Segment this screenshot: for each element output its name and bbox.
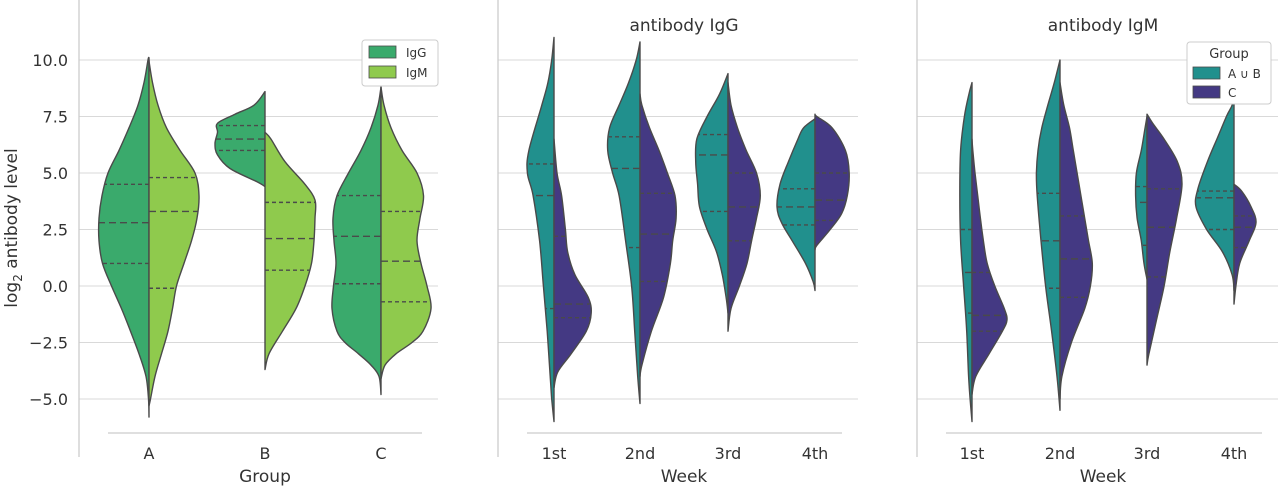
x-tick-label: 4th: [802, 444, 829, 463]
violin-igm-a: [148, 59, 200, 407]
x-tick-label: 4th: [1221, 444, 1248, 463]
violins: [97, 56, 432, 418]
legend-title: Group: [1209, 47, 1249, 62]
violin-c-3rd: [1146, 113, 1183, 366]
x-tick-label: 1st: [960, 444, 985, 463]
violin-a-b-2nd: [1035, 59, 1061, 411]
violin-a-b-1st: [526, 36, 555, 423]
violin-a-b-3rd: [694, 72, 729, 314]
legend-label-a-union-b: A ∪ B: [1228, 67, 1261, 81]
x-tick-label: B: [260, 444, 271, 463]
violin-c-2nd: [639, 93, 677, 378]
violin-c-4th: [1233, 183, 1257, 305]
x-tick-label: 1st: [542, 444, 567, 463]
y-tick-labels: −5.0 −2.5 0.0 2.5 5.0 7.5 10.0: [29, 51, 68, 409]
violin-c-1st: [971, 138, 1008, 396]
legend: IgG IgM: [361, 39, 439, 87]
violin-a-b-2nd: [606, 41, 641, 405]
x-tick-label: C: [375, 444, 386, 463]
x-tick-label: 2nd: [1045, 444, 1075, 463]
legend-swatch-igm: [368, 65, 397, 79]
violin-igg-a: [97, 56, 150, 418]
y-tick-label: 2.5: [43, 221, 68, 240]
x-tick-label: 2nd: [625, 444, 655, 463]
legend-label-c: C: [1228, 86, 1236, 100]
panel-title: antibody IgM: [1048, 16, 1159, 36]
panel-group: −5.0 −2.5 0.0 2.5 5.0 7.5 10.0 A B C Group log2 …: [2, 0, 439, 487]
violin-a-b-4th: [1194, 93, 1235, 292]
legend-swatch-igg: [368, 45, 397, 59]
y-axis-label-subscript: 2: [11, 274, 25, 282]
x-tick-label: 3rd: [1134, 444, 1161, 463]
panel-group: 1st 2nd 3rd 4th antibody IgM Week Group A ∪…: [916, 0, 1278, 487]
violin-igm-b: [264, 131, 317, 371]
legend-label-igg: IgG: [406, 46, 426, 60]
legend-swatch-a-union-b: [1192, 66, 1221, 80]
violin-a-b-4th: [776, 118, 816, 292]
panel-group: 1st 2nd 3rd 4th antibody IgG Week: [497, 0, 858, 487]
x-axis-label: Group: [239, 467, 291, 487]
violin-a-b-3rd: [1134, 115, 1148, 280]
y-tick-label: −5.0: [29, 390, 68, 409]
violins: [959, 59, 1257, 423]
violin-c-2nd: [1059, 81, 1094, 400]
violin-a-b-1st: [959, 81, 973, 423]
y-tick-label: −2.5: [29, 334, 68, 353]
legend-label-igm: IgM: [406, 66, 428, 80]
x-tick-labels: 1st 2nd 3rd 4th: [542, 444, 829, 463]
violin-igg-c: [331, 86, 382, 396]
y-tick-label: 0.0: [43, 277, 68, 296]
legend: Group A ∪ B C: [1186, 41, 1272, 105]
legend-swatch-c: [1192, 85, 1221, 99]
y-tick-label: 7.5: [43, 108, 68, 127]
x-tick-label: 3rd: [715, 444, 742, 463]
violins: [526, 36, 850, 423]
x-tick-labels: A B C: [144, 444, 387, 463]
x-tick-label: A: [144, 444, 155, 463]
panel-title: antibody IgG: [629, 16, 738, 36]
violin-igm-c: [380, 86, 432, 380]
violin-c-1st: [553, 138, 592, 389]
violin-c-4th: [814, 113, 850, 251]
y-tick-label: 5.0: [43, 164, 68, 183]
y-axis-label: log2 antibody level: [2, 148, 25, 307]
x-axis-label: Week: [661, 467, 708, 487]
x-axis-label: Week: [1080, 467, 1127, 487]
y-tick-label: 10.0: [32, 51, 68, 70]
x-tick-labels: 1st 2nd 3rd 4th: [960, 444, 1248, 463]
